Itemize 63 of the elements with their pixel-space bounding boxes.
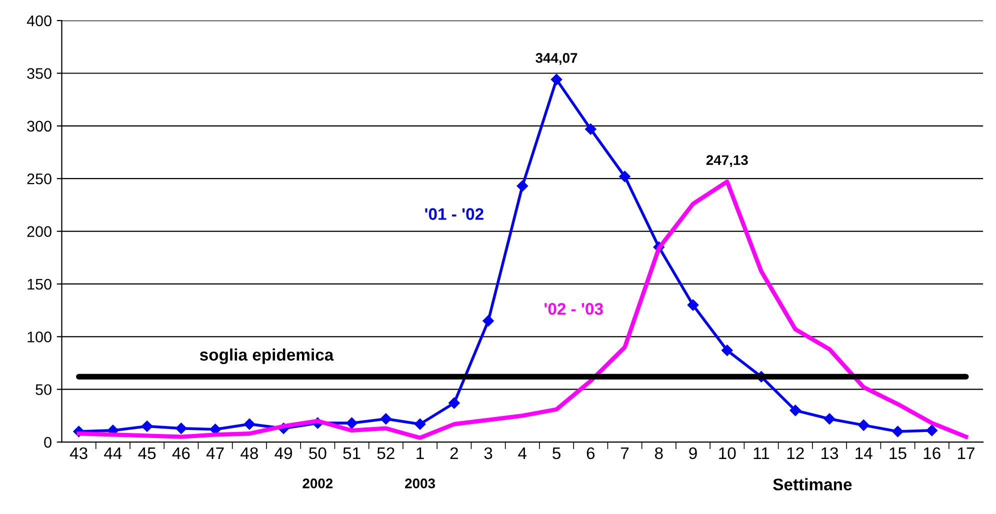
point: [244, 418, 256, 430]
x-tick-label: 44: [104, 448, 122, 459]
point: [380, 413, 392, 424]
x-tick-label: 46: [172, 447, 190, 460]
x-tick-label: 13: [822, 447, 838, 460]
x-axis-title: Settimane: [773, 478, 852, 490]
point: [892, 426, 904, 438]
x-tick-label: 47: [206, 448, 224, 459]
point: [824, 413, 836, 424]
data-label: 344,07: [536, 53, 578, 65]
x-tick-label: 49: [274, 447, 292, 460]
x-tick-label: 50: [309, 447, 326, 460]
x-tick-label: 8: [654, 447, 663, 460]
x-tick-label: 1: [416, 448, 424, 459]
x-tick-label: 7: [620, 448, 629, 459]
x-tick-label: 6: [586, 447, 595, 460]
point: [516, 180, 528, 192]
x-tick-label: 43: [70, 447, 88, 460]
x-tick-label: 2: [450, 447, 458, 459]
y-tick-label: 300: [27, 120, 52, 132]
series-label: '01 - '02: [425, 208, 484, 220]
x-tick-label: 51: [343, 448, 360, 460]
x-tick-label: 3: [484, 447, 492, 460]
y-tick-label: 150: [28, 278, 52, 290]
point: [858, 420, 870, 431]
y-tick-label: 100: [28, 332, 52, 342]
y-tick-label: 50: [36, 384, 52, 396]
point: [482, 315, 494, 326]
x-tick-label: 5: [552, 448, 560, 460]
x-tick-label: 14: [856, 448, 872, 459]
y-tick-label: 250: [27, 173, 52, 184]
point: [790, 404, 801, 416]
x-tick-label: 52: [377, 447, 394, 460]
y-tick-label: 350: [27, 68, 52, 79]
point: [585, 123, 596, 135]
x-tick-label: 48: [240, 447, 258, 460]
text: 2003: [405, 478, 435, 488]
x-tick-label: 15: [890, 448, 906, 460]
x-tick-label: 11: [754, 448, 770, 459]
text: 2002: [302, 478, 333, 488]
y-tick-label: 200: [27, 226, 52, 237]
x-tick-label: 9: [689, 447, 697, 460]
point: [414, 418, 426, 430]
x-tick-label: 12: [787, 447, 804, 459]
ref-line-label: soglia epidemica: [200, 348, 334, 364]
point: [448, 397, 460, 409]
point: [926, 424, 938, 436]
x-tick-label: 45: [138, 448, 156, 460]
point: [687, 299, 699, 311]
point: [346, 417, 358, 429]
point: [550, 74, 562, 86]
point: [176, 422, 187, 434]
y-tick-label: 400: [26, 15, 52, 26]
x-tick-label: 4: [518, 448, 527, 459]
point: [722, 344, 733, 356]
x-tick-label: 17: [958, 448, 974, 459]
point: [619, 170, 630, 182]
x-tick-label: 16: [924, 447, 940, 460]
y-tick-label: 0: [44, 436, 52, 448]
x-tick-label: 10: [719, 447, 736, 460]
data-label: 247,13: [706, 155, 748, 168]
point: [141, 420, 153, 432]
series-label: '02 - '03: [544, 303, 603, 315]
